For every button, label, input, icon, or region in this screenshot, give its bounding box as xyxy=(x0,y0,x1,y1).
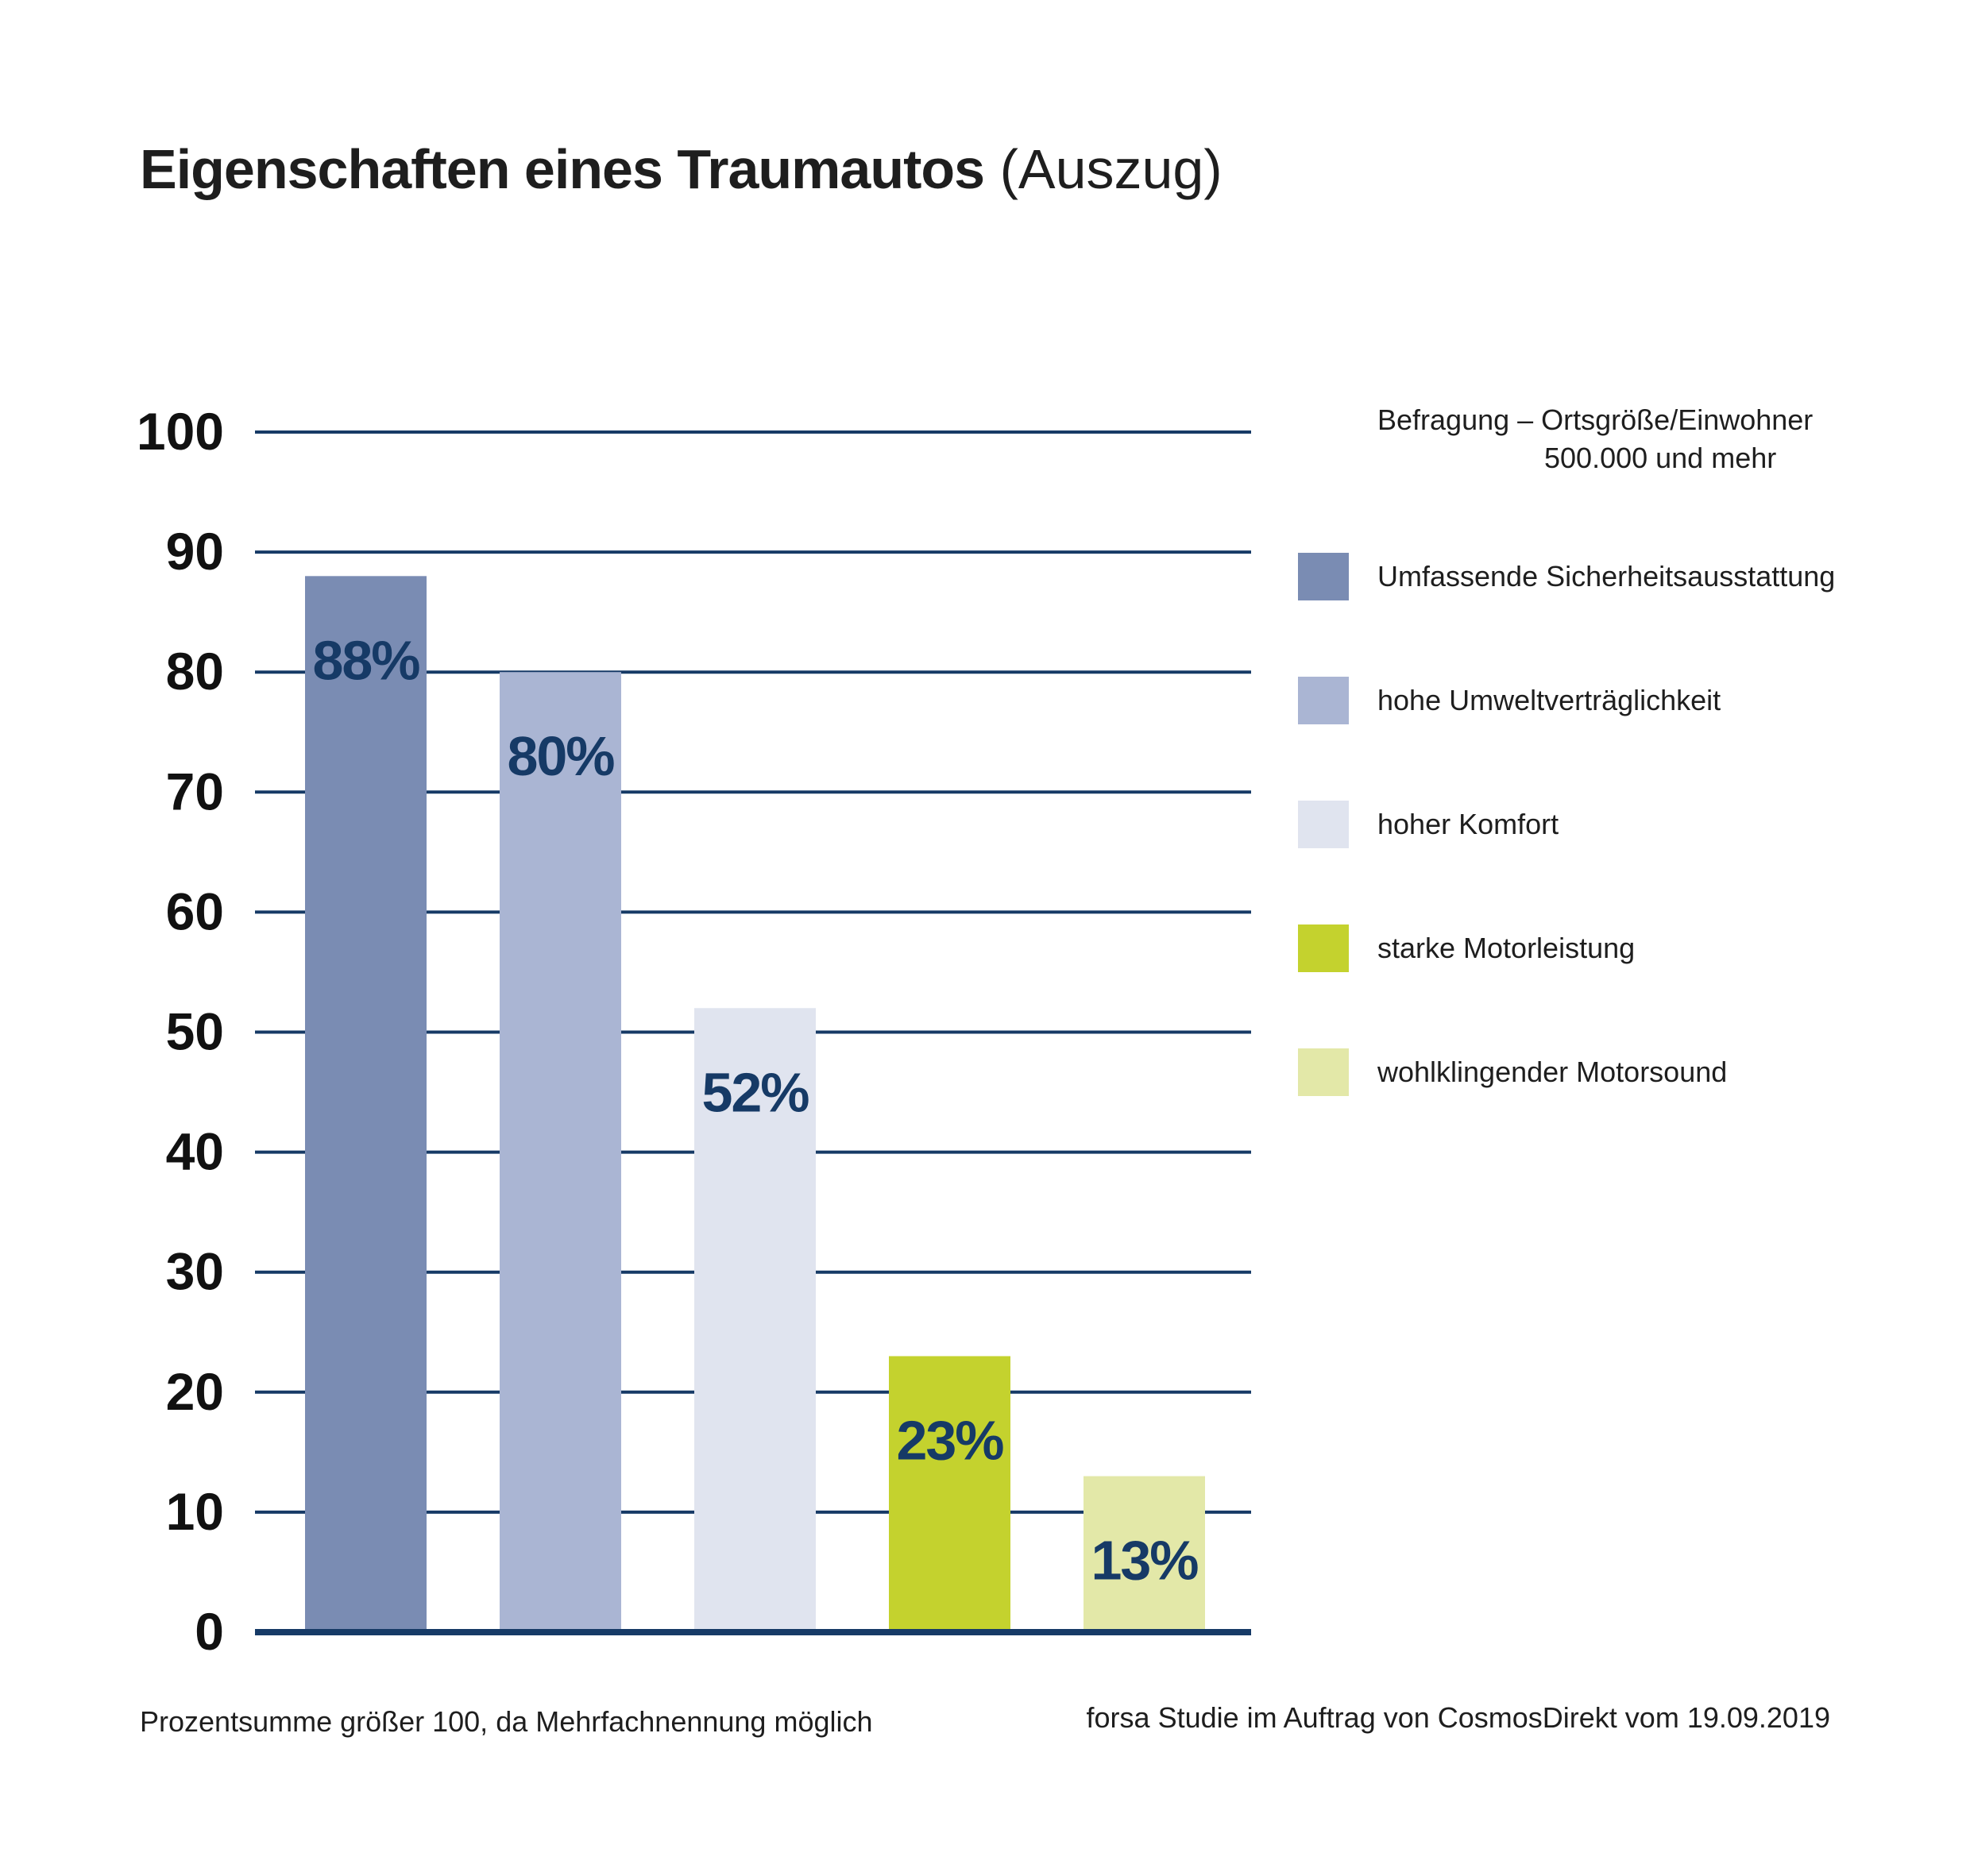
bar-value-label: 23% xyxy=(896,1409,1003,1471)
legend-swatch xyxy=(1298,553,1349,600)
legend-label: Umfassende Sicherheitsausstattung xyxy=(1377,560,1836,593)
y-tick-label: 50 xyxy=(166,1002,224,1061)
legend-heading-line2: 500.000 und mehr xyxy=(1544,442,1777,474)
legend-swatch xyxy=(1298,1048,1349,1096)
legend-heading: Befragung – Ortsgröße/Einwohner 500.000 … xyxy=(1377,401,1870,477)
legend-item-komfort: hoher Komfort xyxy=(1298,801,1902,848)
y-tick-label: 10 xyxy=(166,1482,224,1541)
bar xyxy=(500,672,621,1633)
y-tick-label: 70 xyxy=(166,762,224,820)
bar-value-label: 13% xyxy=(1091,1530,1198,1592)
legend-swatch xyxy=(1298,677,1349,724)
y-tick-label: 0 xyxy=(195,1602,224,1661)
y-tick-label: 40 xyxy=(166,1122,224,1181)
legend-item-motorsound: wohlklingender Motorsound xyxy=(1298,1048,1902,1096)
bar-value-label: 52% xyxy=(701,1061,809,1123)
y-tick-label: 60 xyxy=(166,882,224,940)
y-tick-label: 30 xyxy=(166,1242,224,1301)
bar xyxy=(305,576,427,1632)
legend-label: hoher Komfort xyxy=(1377,808,1559,840)
legend-swatch xyxy=(1298,924,1349,972)
chart-title-suffix: (Auszug) xyxy=(999,138,1223,200)
y-tick-label: 100 xyxy=(137,402,224,461)
bar xyxy=(694,1008,816,1632)
bar-value-label: 80% xyxy=(507,725,614,787)
legend-item-motorleistung: starke Motorleistung xyxy=(1298,924,1902,972)
legend-heading-line1: Befragung – Ortsgröße/Einwohner xyxy=(1377,403,1814,436)
y-tick-label: 90 xyxy=(166,522,224,581)
legend-item-sicherheit: Umfassende Sicherheitsausstattung xyxy=(1298,553,1902,600)
legend-label: starke Motorleistung xyxy=(1377,932,1636,964)
legend-swatch xyxy=(1298,801,1349,848)
chart-title-main: Eigenschaften eines Traumautos xyxy=(140,138,985,200)
y-tick-label: 20 xyxy=(166,1362,224,1421)
y-tick-label: 80 xyxy=(166,642,224,701)
legend-label: wohlklingender Motorsound xyxy=(1377,1056,1728,1088)
bar-value-label: 88% xyxy=(312,629,419,691)
chart-title: Eigenschaften eines Traumautos (Auszug) xyxy=(140,133,1223,205)
legend-item-umwelt: hohe Umweltverträglichkeit xyxy=(1298,677,1902,724)
legend-label: hohe Umweltverträglichkeit xyxy=(1377,684,1721,716)
bar xyxy=(1084,1476,1205,1632)
footnote-left: Prozentsumme größer 100, da Mehrfachnenn… xyxy=(140,1705,873,1738)
bar xyxy=(889,1356,1010,1632)
footnote-right: forsa Studie im Auftrag von CosmosDirekt… xyxy=(1086,1701,1830,1734)
